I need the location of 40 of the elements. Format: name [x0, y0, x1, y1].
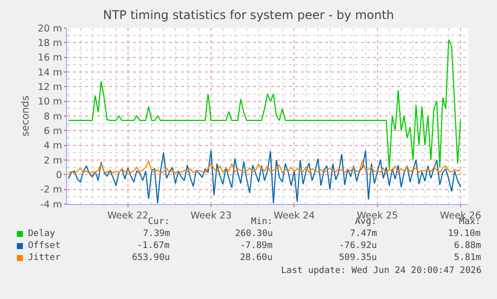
y-tick-label: 8 m	[44, 111, 62, 122]
text: Cur:	[148, 217, 170, 227]
x-tick-label: Week 24	[274, 210, 315, 222]
x-tick-label: Week 22	[107, 210, 148, 222]
line-series	[68, 39, 462, 170]
y-tick-label: 20 m	[38, 23, 62, 34]
x-tick-label: Week 23	[190, 210, 232, 222]
legend-label: Offset	[28, 241, 61, 251]
text: 653.90u	[132, 253, 170, 263]
y-tick-label: 18 m	[38, 38, 62, 49]
y-tick-label: 12 m	[38, 82, 62, 93]
y-tick-label: 2 m	[44, 155, 62, 166]
text: -76.92u	[339, 241, 377, 251]
text: 7.47m	[350, 229, 378, 239]
y-tick-label: 14 m	[38, 67, 62, 78]
line-series	[68, 150, 462, 204]
y-tick-label: -2 m	[40, 184, 62, 196]
text: 7.39m	[143, 229, 170, 239]
text: 509.35u	[339, 253, 377, 263]
text: Max:	[459, 217, 481, 227]
y-tick-label: 10 m	[38, 96, 62, 108]
legend-label: Delay	[28, 229, 56, 239]
y-tick-label: 4 m	[44, 140, 62, 152]
text: 6.88m	[454, 241, 482, 251]
legend-label: Jitter	[28, 253, 62, 263]
y-tick-label: 0	[56, 170, 62, 181]
text: 260.30u	[235, 229, 273, 239]
text: Min:	[251, 217, 273, 227]
text: Last update: Wed Jun 24 20:00:47 2026	[281, 266, 482, 276]
y-axis-title: seconds	[20, 96, 32, 136]
text: 19.10m	[448, 229, 481, 239]
text: -1.67m	[137, 241, 170, 251]
y-tick-label: 16 m	[38, 52, 62, 64]
y-tick-label: 6 m	[44, 126, 62, 137]
text: 5.81m	[454, 253, 482, 263]
text: 28.60u	[240, 253, 273, 263]
line-series	[68, 160, 462, 174]
chart-title: NTP timing statistics for system peer - by month	[102, 8, 394, 22]
text: -7.89m	[240, 241, 273, 251]
y-tick-label: -4 m	[40, 199, 62, 210]
